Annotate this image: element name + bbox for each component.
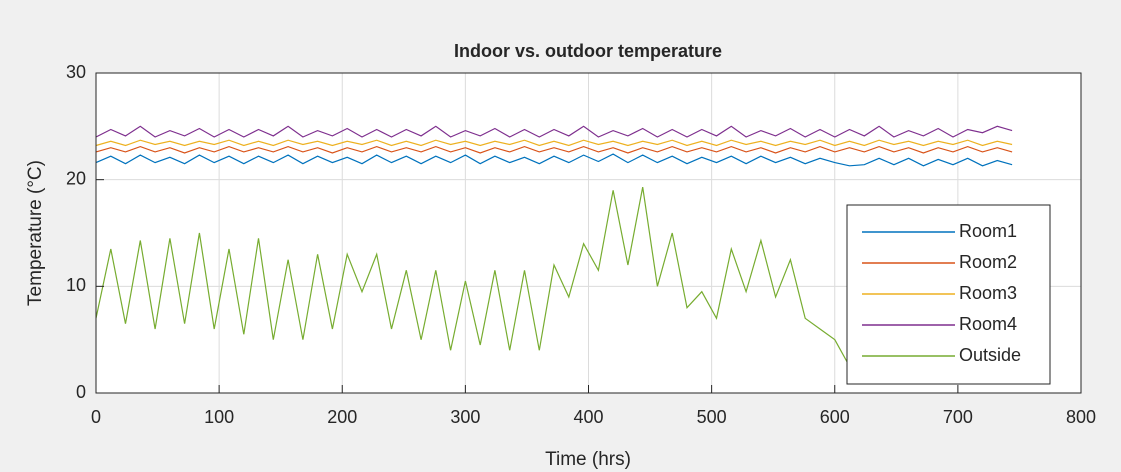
x-tick-label: 600 (820, 407, 850, 427)
y-tick-label: 30 (66, 62, 86, 82)
chart-title: Indoor vs. outdoor temperature (454, 41, 722, 61)
y-axis-label: Temperature (°C) (25, 160, 46, 306)
x-tick-label: 500 (697, 407, 727, 427)
x-tick-label: 700 (943, 407, 973, 427)
legend-label: Room1 (959, 221, 1017, 241)
x-tick-label: 100 (204, 407, 234, 427)
lines (95, 125, 1013, 368)
series-line (95, 139, 1013, 147)
series-line (95, 125, 1013, 138)
series-line (95, 145, 1013, 154)
ticks: 0 100 200 300 400 500 600 700 800 0 10 20 30 (66, 62, 1096, 427)
y-tick-label: 10 (66, 275, 86, 295)
legend-label: Outside (959, 345, 1021, 365)
series-line (95, 153, 1013, 167)
legend: Room1 Room2 Room3 Room4 Outside (846, 204, 1051, 385)
x-tick-label: 400 (573, 407, 603, 427)
x-tick-label: 0 (91, 407, 101, 427)
x-axis-label: Time (hrs) (545, 449, 631, 470)
legend-label: Room2 (959, 252, 1017, 272)
x-tick-label: 800 (1066, 407, 1096, 427)
x-tick-label: 200 (327, 407, 357, 427)
legend-label: Room4 (959, 314, 1017, 334)
x-tick-label: 300 (450, 407, 480, 427)
legend-label: Room3 (959, 283, 1017, 303)
y-tick-label: 20 (66, 168, 86, 188)
y-tick-label: 0 (76, 382, 86, 402)
